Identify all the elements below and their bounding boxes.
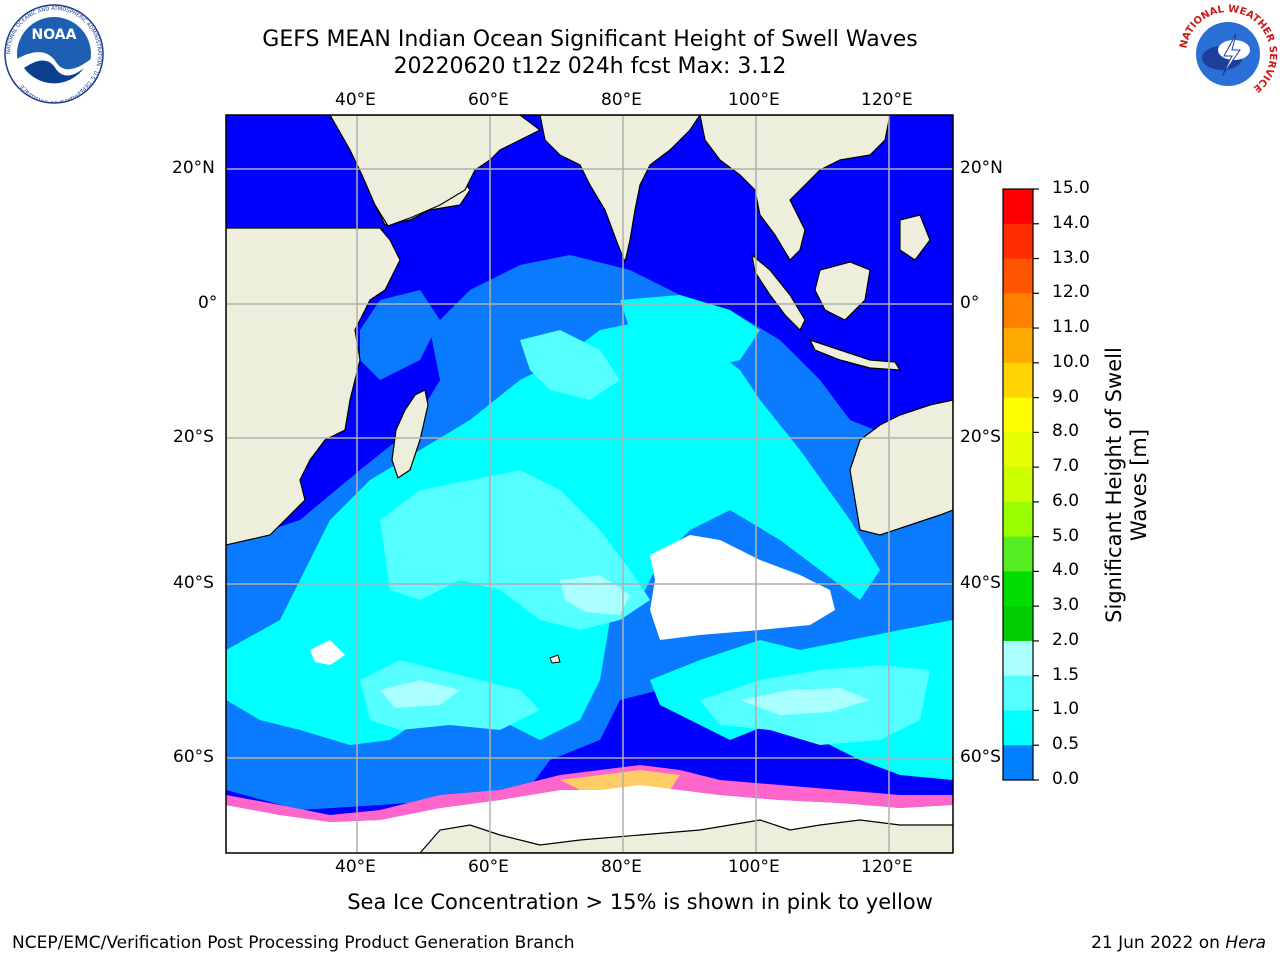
land-indonesia [808, 338, 902, 371]
footer-date-text: 21 Jun 2022 on [1091, 933, 1226, 953]
colorbar-label: 3.0 [1052, 595, 1080, 616]
colorbar-label: 5.0 [1052, 525, 1080, 546]
colorbar-label: 2.0 [1052, 629, 1080, 650]
lon-tick-top-100e: 100°E [728, 90, 780, 110]
lon-tick-top-120e: 120°E [861, 90, 913, 110]
colorbar-label: 12.0 [1052, 282, 1090, 303]
colorbar-label: 1.5 [1052, 664, 1080, 685]
lon-tick-top-60e: 60°E [468, 90, 509, 110]
land-philippines-east [899, 214, 931, 261]
colorbar-segment [1003, 640, 1033, 677]
colorbar-segment [1003, 293, 1033, 329]
lat-tick-left-40s: 40°S [173, 573, 214, 593]
noaa-logo: NATIONAL OCEANIC AND ATMOSPHERIC ADMINIS… [4, 4, 104, 104]
colorbar [1003, 188, 1039, 781]
nws-logo: NATIONAL WEATHER SERVICE [1178, 4, 1278, 102]
colorbar-label: 14.0 [1052, 212, 1090, 233]
antarctic-land [419, 819, 953, 853]
colorbar-label: 0.5 [1052, 734, 1080, 755]
colorbar-label: 8.0 [1052, 421, 1080, 442]
colorbar-segment [1003, 675, 1033, 711]
lat-tick-left-20n: 20°N [172, 158, 215, 178]
footer-credit: NCEP/EMC/Verification Post Processing Pr… [12, 933, 575, 953]
land-borneo [814, 261, 871, 321]
colorbar-segment [1003, 397, 1033, 433]
colorbar-segment [1003, 223, 1033, 260]
sea-ice-caption: Sea Ice Concentration > 15% is shown in … [0, 890, 1280, 914]
land-australia [849, 399, 953, 536]
colorbar-title: Significant Height of Swell Waves [m] [1102, 347, 1151, 623]
footer-date: 21 Jun 2022 on Hera [1091, 933, 1266, 953]
map-frame [225, 114, 954, 854]
lat-tick-right-40s: 40°S [960, 573, 1001, 593]
colorbar-segment [1003, 258, 1033, 294]
colorbar-label: 1.0 [1052, 699, 1080, 720]
lon-tick-bottom-100e: 100°E [728, 857, 780, 877]
lon-tick-top-80e: 80°E [601, 90, 642, 110]
swell-band-0.5-b [360, 290, 440, 380]
lat-tick-right-20s: 20°S [960, 427, 1001, 447]
lon-tick-top-40e: 40°E [335, 90, 376, 110]
lon-tick-bottom-120e: 120°E [861, 857, 913, 877]
lon-tick-bottom-60e: 60°E [468, 857, 509, 877]
swell-band-2.0-b [380, 680, 460, 708]
land-madagascar [391, 389, 429, 479]
land-arabia [329, 115, 542, 227]
colorbar-segment [1003, 606, 1033, 642]
nodata-area [650, 535, 835, 640]
map-subtitle: 20220620 t12z 024h fcst Max: 3.12 [393, 54, 787, 79]
colorbar-label: 7.0 [1052, 456, 1080, 477]
swell-band-1.5-d [520, 330, 620, 400]
colorbar-label: 13.0 [1052, 247, 1090, 268]
colorbar-label: 0.0 [1052, 769, 1080, 789]
footer-host: Hera [1225, 933, 1266, 953]
colorbar-label: 4.0 [1052, 560, 1080, 581]
lat-tick-left-0: 0° [198, 293, 218, 313]
lat-tick-left-20s: 20°S [173, 427, 214, 447]
lat-tick-left-60s: 60°S [173, 747, 214, 767]
lat-tick-right-0: 0° [960, 293, 980, 313]
colorbar-label: 6.0 [1052, 490, 1080, 511]
sea-ice-caption-text: Sea Ice Concentration > 15% is shown in … [347, 890, 933, 914]
sea-ice-edge [226, 765, 953, 822]
lon-tick-bottom-80e: 80°E [601, 857, 642, 877]
colorbar-segment [1003, 432, 1033, 468]
colorbar-segment [1003, 571, 1033, 607]
lat-tick-right-60s: 60°S [960, 747, 1001, 767]
lon-tick-bottom-40e: 40°E [335, 857, 376, 877]
map-title: GEFS MEAN Indian Ocean Significant Heigh… [262, 27, 918, 52]
colorbar-segment [1003, 710, 1033, 746]
colorbar-frame [1002, 188, 1034, 781]
colorbar-label: 10.0 [1052, 351, 1090, 372]
land-sumatra [751, 253, 806, 332]
colorbar-segment [1003, 362, 1033, 399]
colorbar-segment [1003, 501, 1033, 538]
colorbar-segment [1003, 189, 1033, 225]
lat-tick-right-20n: 20°N [960, 158, 1003, 178]
map-grid [226, 115, 953, 853]
land-se-asia [699, 115, 891, 261]
swell-band-1.0-c [620, 295, 760, 370]
noaa-logo-text: NOAA [32, 27, 77, 43]
colorbar-segment [1003, 536, 1033, 572]
nodata-area-b [310, 640, 345, 665]
colorbar-segment [1003, 328, 1033, 364]
land-island-kerguelen [549, 654, 561, 664]
swell-band-2.0-c [740, 688, 870, 715]
colorbar-segment [1003, 745, 1033, 781]
colorbar-label: 11.0 [1052, 317, 1090, 338]
colorbar-segment [1003, 467, 1033, 503]
swell-band-2.0 [560, 575, 630, 615]
land-india [539, 115, 701, 264]
colorbar-label: 15.0 [1052, 178, 1090, 198]
colorbar-label: 9.0 [1052, 386, 1080, 407]
